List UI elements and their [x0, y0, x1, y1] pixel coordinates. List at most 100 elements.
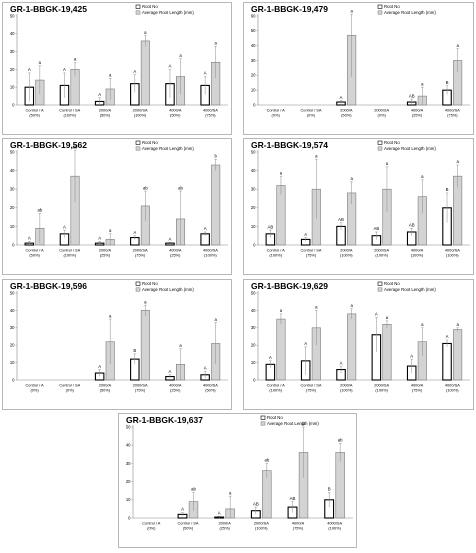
data-label: A: [410, 353, 413, 358]
data-label: B: [133, 348, 136, 353]
bar-root-length: [453, 329, 463, 381]
y-tick-label: 20: [251, 205, 256, 210]
category-label: Control / SA (100%): [59, 108, 80, 118]
data-label: a: [456, 159, 459, 164]
data-label: AB: [338, 217, 344, 222]
y-tick-label: 0: [12, 242, 15, 247]
data-label: a: [386, 315, 389, 320]
category-label: Control / A (0%): [142, 521, 161, 531]
data-label: a: [456, 322, 459, 327]
y-tick-label: 20: [10, 205, 15, 210]
data-label: A: [204, 71, 207, 76]
y-tick-label: 20: [126, 479, 131, 484]
category-label: 4000/SA (75%): [445, 108, 460, 118]
category-label: 2000/A (100%): [340, 248, 353, 258]
legend-label-root-no: Root No: [384, 140, 400, 145]
chart-title: GR-1-BBGK-19,425: [10, 4, 87, 14]
y-tick-label: 30: [126, 461, 131, 466]
data-label: a: [421, 81, 424, 86]
y-tick-label: 10: [126, 497, 131, 502]
y-tick-label: 20: [10, 343, 15, 348]
legend-swatch-root-no: [135, 4, 141, 9]
y-tick-label: 50: [10, 290, 15, 295]
data-label: AB: [267, 224, 273, 229]
data-label: AB: [373, 226, 379, 231]
data-label: ab: [73, 144, 78, 149]
chart-panel-4: GR-1-BBGK-19,574 Root No Average Root Leng…: [243, 138, 474, 275]
category-label: 2000/SA (75%): [133, 248, 148, 258]
y-tick-label: 0: [128, 515, 131, 520]
category-label: 4000/SA (100%): [203, 248, 218, 258]
category-label: 4000/A (100%): [411, 248, 424, 258]
legend-label-root-length: Average Root Length (mm): [384, 146, 436, 151]
y-tick-label: 40: [10, 308, 15, 313]
legend-swatch-root-no: [377, 281, 383, 286]
category-label: Control / SA (100%): [59, 248, 80, 258]
category-label: 2000/SA (100%): [374, 248, 389, 258]
y-tick-label: 50: [251, 149, 256, 154]
chart-title: GR-1-BBGK-19,574: [251, 140, 328, 150]
data-label: a: [280, 170, 283, 175]
data-label: A: [133, 230, 136, 235]
data-label: a: [179, 53, 182, 58]
legend-swatch-root-length: [135, 146, 141, 151]
y-tick-label: 50: [10, 149, 15, 154]
data-label: A: [98, 92, 101, 97]
data-label: A: [169, 369, 172, 374]
legend-swatch-root-length: [260, 421, 266, 426]
category-label: 2000/A (100%): [340, 383, 353, 393]
category-label: Control / SA (75%): [301, 248, 322, 258]
category-label: 4000/A (75%): [411, 383, 424, 393]
chart-title: GR-1-BBGK-19,629: [251, 281, 328, 291]
data-label: A: [181, 507, 184, 512]
category-label: 2000/SA (100%): [254, 521, 269, 531]
data-label: a: [421, 174, 424, 179]
data-label: B: [446, 187, 449, 192]
data-label: a: [109, 73, 112, 78]
category-label: 2000/A (25%): [218, 521, 231, 531]
y-tick-label: 50: [126, 424, 131, 429]
y-tick-label: 0: [253, 102, 256, 107]
data-label: AB: [290, 496, 296, 501]
legend-label-root-no: Root No: [142, 4, 158, 9]
legend-label-root-length: Average Root Length (mm): [384, 10, 436, 15]
category-label: 2000/A (25%): [99, 248, 112, 258]
legend-label-root-no: Root No: [142, 281, 158, 286]
y-tick-label: 20: [251, 73, 256, 78]
data-label: AB: [409, 93, 415, 98]
y-tick-label: 10: [251, 88, 256, 93]
category-label: Control / A (0%): [25, 383, 44, 393]
data-label: A: [98, 235, 101, 240]
legend-swatch-root-no: [135, 140, 141, 145]
data-label: a: [144, 30, 147, 35]
data-label: a: [421, 322, 424, 327]
legend-label-root-no: Root No: [142, 140, 158, 145]
category-label: 4000/A (75%): [292, 521, 305, 531]
data-label: b: [214, 154, 217, 159]
bar-root-length: [276, 318, 286, 381]
data-label: a: [214, 40, 217, 45]
legend-label-root-length: Average Root Length (mm): [142, 146, 194, 151]
category-label: 2000/SA (100%): [374, 383, 389, 393]
bar-root-length: [347, 313, 357, 381]
legend-label-root-length: Average Root Length (mm): [267, 421, 319, 426]
data-label: a: [214, 317, 217, 322]
legend-swatch-root-no: [377, 4, 383, 9]
category-label: 4000/SA (100%): [327, 521, 342, 531]
category-label: 2000/A (50%): [340, 108, 353, 118]
data-label: ab: [143, 185, 148, 190]
data-label: A: [304, 341, 307, 346]
data-label: A: [98, 364, 101, 369]
category-label: Control / SA (0%): [59, 383, 80, 393]
category-label: Control / A (100%): [267, 248, 286, 258]
legend-swatch-root-no: [377, 140, 383, 145]
chart-panel-3: GR-1-BBGK-19,562 Root No Average Root Leng…: [2, 138, 232, 275]
legend-swatch-root-no: [260, 415, 266, 420]
bar-root-length: [140, 40, 150, 106]
legend-swatch-root-length: [135, 287, 141, 292]
legend-swatch-root-length: [377, 287, 383, 292]
legend-swatch-root-length: [377, 10, 383, 15]
